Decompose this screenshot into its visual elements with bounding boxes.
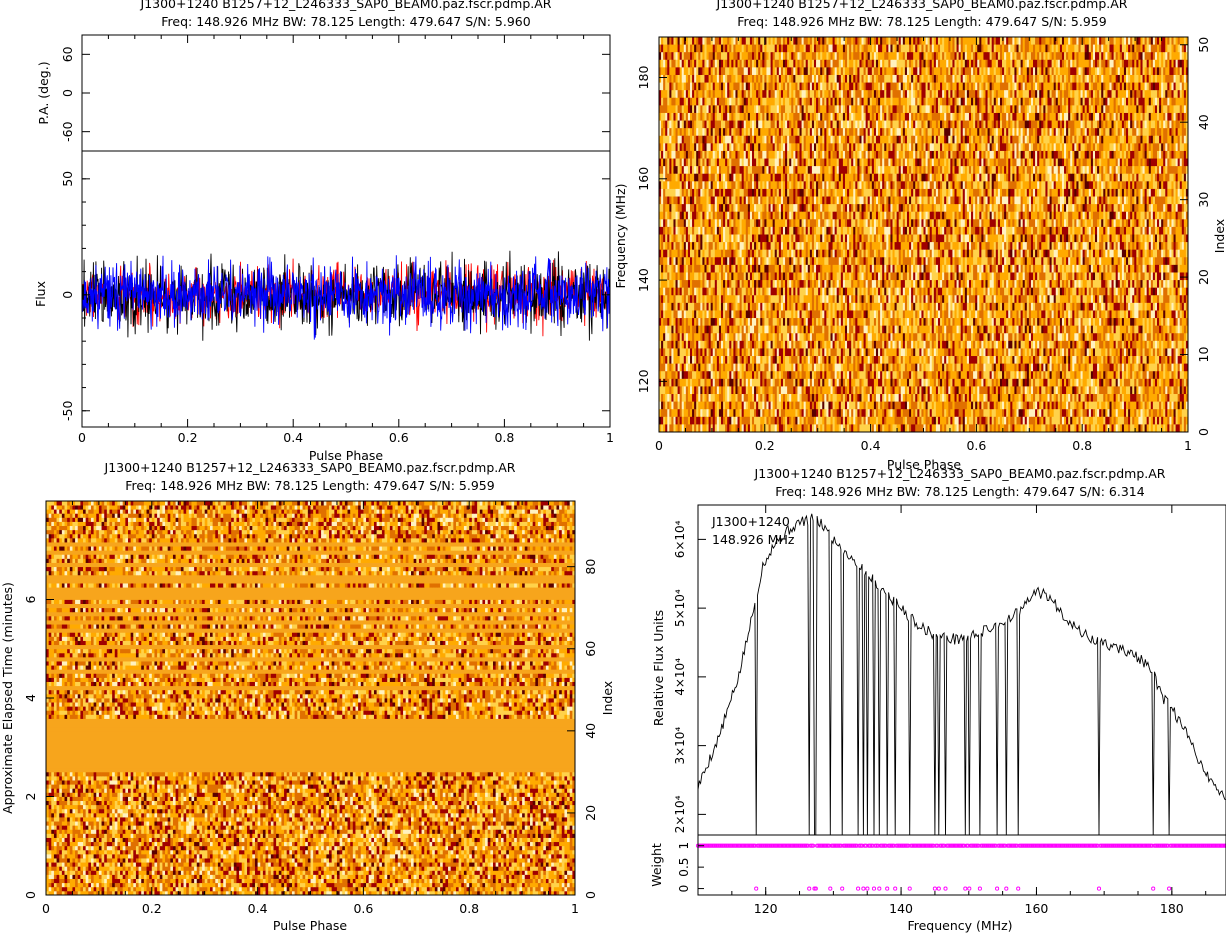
- profile-x-tick-label: 0.6: [389, 430, 409, 445]
- pa-tick-label: -60: [60, 121, 75, 141]
- profile-x-ticks: 0 0.2 0.4 0.6 0.8 1: [78, 35, 614, 445]
- freq-phase-title: J1300+1240 B1257+12_L246333_SAP0_BEAM0.p…: [716, 0, 1128, 11]
- pa-axis-ticks: -60 0 60: [60, 46, 610, 142]
- flux-tick-label: 50: [60, 171, 75, 187]
- flux-profile-lines: [82, 251, 610, 341]
- profile-x-tick-label: 1: [606, 430, 614, 445]
- profile-subtitle: Freq: 148.926 MHz BW: 78.125 Length: 479…: [161, 14, 530, 29]
- pa-tick-label: 60: [60, 46, 75, 62]
- pa-tick-label: 0: [60, 89, 75, 97]
- profile-x-tick-label: 0: [78, 430, 86, 445]
- profile-panel: J1300+1240 B1257+12_L246333_SAP0_BEAM0.p…: [33, 0, 614, 463]
- pa-plot-frame: [82, 35, 610, 151]
- freq-phase-subtitle: Freq: 148.926 MHz BW: 78.125 Length: 479…: [737, 14, 1106, 29]
- flux-axis-label: Flux: [33, 281, 48, 307]
- flux-tick-label: 0: [60, 291, 75, 299]
- profile-x-tick-label: 0.4: [283, 430, 303, 445]
- profile-x-tick-label: 0.8: [494, 430, 514, 445]
- profile-title: J1300+1240 B1257+12_L246333_SAP0_BEAM0.p…: [140, 0, 552, 11]
- profile-x-tick-label: 0.2: [178, 430, 198, 445]
- pa-axis-label: P.A. (deg.): [36, 61, 51, 124]
- freq-phase-heatmap: [659, 37, 1188, 432]
- freq-phase-panel: J1300+1240 B1257+12_L246333_SAP0_BEAM0.p…: [613, 0, 1226, 472]
- flux-tick-label: -50: [60, 401, 75, 421]
